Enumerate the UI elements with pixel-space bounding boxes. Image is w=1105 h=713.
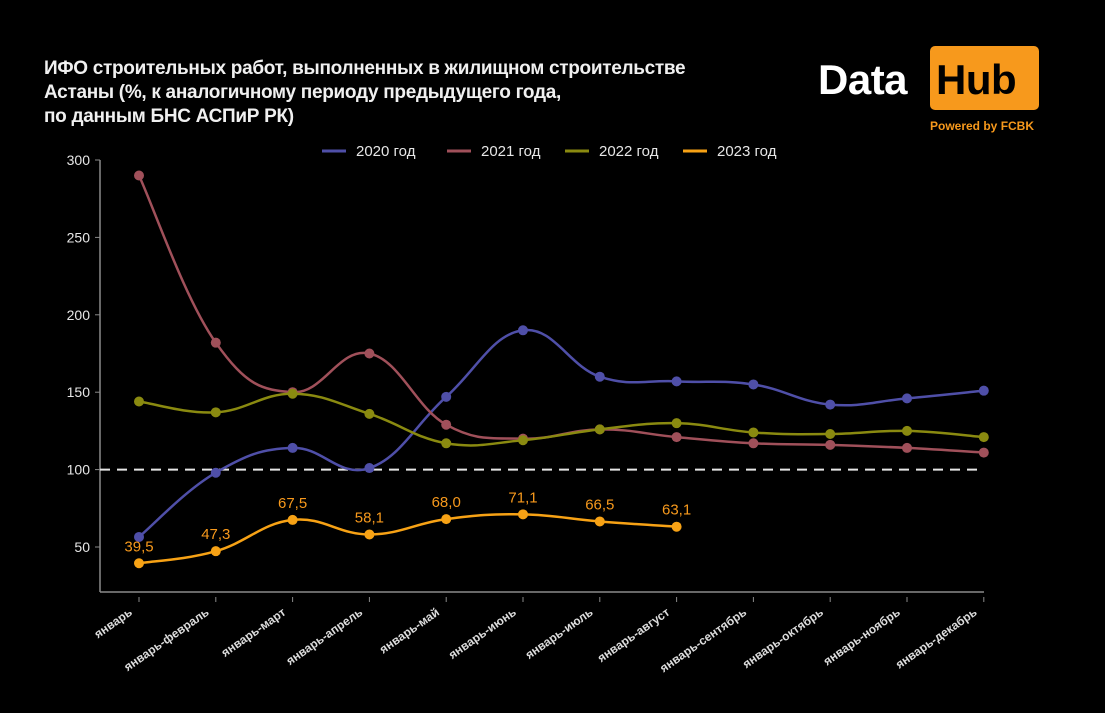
data-point (210, 546, 221, 557)
data-point (134, 396, 144, 407)
data-point (518, 325, 528, 336)
data-point (671, 418, 682, 429)
chart-title-line: ИФО строительных работ, выполненных в жи… (44, 58, 686, 79)
x-tick-label: январь-апрель (284, 605, 366, 668)
chart-title-line: по данным БНС АСПиР РК) (44, 106, 294, 127)
x-tick-label: январь-ноябрь (821, 605, 903, 668)
data-point (364, 348, 375, 359)
y-tick-label: 250 (67, 229, 91, 245)
logo-powered-by: Powered by FCBK (930, 119, 1035, 133)
y-tick-label: 300 (67, 152, 91, 168)
data-point (287, 388, 298, 399)
series-2020-год (134, 325, 989, 542)
data-point (978, 447, 989, 458)
x-tick-label: январь-февраль (121, 605, 211, 674)
series-line (138, 512, 677, 565)
data-label: 63,1 (662, 502, 691, 519)
data-point (671, 432, 682, 443)
series-group: 39,5 47,3 67,5 58,1 68,0 71,1 66,5 63,1 (124, 170, 989, 569)
data-point (518, 509, 528, 520)
data-point (594, 424, 605, 435)
x-tick-label: январь-декабрь (893, 605, 980, 671)
logo-box: Hub (930, 46, 1039, 110)
data-point (441, 514, 452, 525)
data-point (518, 435, 528, 446)
data-point (902, 442, 912, 453)
x-tick-label: январь-август (595, 605, 673, 665)
x-tick-label: январь-октябрь (740, 605, 826, 671)
data-point (902, 393, 912, 404)
data-point (825, 439, 836, 450)
data-label: 66,5 (585, 496, 614, 513)
series-line (138, 392, 984, 447)
data-point (287, 442, 298, 453)
data-point (978, 432, 989, 443)
data-label: 58,1 (355, 509, 384, 526)
data-point (671, 521, 682, 532)
data-label: 39,5 (124, 538, 153, 555)
series-line (137, 174, 984, 454)
data-point (978, 385, 989, 396)
x-tick-label: январь-июль (523, 605, 596, 662)
y-tick-label: 100 (67, 462, 91, 478)
data-point (902, 425, 912, 436)
y-tick-label: 50 (74, 539, 90, 555)
data-point (134, 558, 144, 569)
data-point (748, 438, 759, 449)
data-point (441, 419, 452, 430)
data-point (134, 170, 144, 181)
data-point (210, 407, 221, 418)
data-point (364, 463, 375, 474)
chart-title: ИФО строительных работ, выполненных в жи… (44, 57, 764, 129)
data-point (364, 408, 375, 419)
data-point (210, 467, 221, 478)
y-tick-label: 150 (67, 384, 91, 400)
data-point (594, 516, 605, 527)
datahub-logo: Data Hub Powered by FCBK (818, 46, 1048, 136)
data-point (364, 529, 375, 540)
data-point (441, 438, 452, 449)
legend-label: 2022 год (599, 143, 659, 160)
data-point (134, 531, 144, 542)
data-label: 68,0 (432, 494, 461, 511)
legend-label: 2021 год (481, 143, 541, 160)
data-label: 67,5 (278, 495, 307, 512)
chart-title-line: Астаны (%, к аналогичному периоду предыд… (44, 82, 561, 103)
data-point (671, 376, 682, 387)
logo-word-hub: Hub (936, 56, 1017, 103)
data-point (210, 337, 221, 348)
data-label: 71,1 (508, 489, 537, 506)
data-label: 47,3 (201, 526, 230, 543)
y-tick-label: 200 (67, 307, 91, 323)
data-point (287, 514, 298, 525)
data-point (748, 427, 759, 438)
data-point (748, 379, 759, 390)
x-tick-label: январь-июнь (446, 605, 519, 662)
legend-label: 2020 год (356, 143, 416, 160)
data-point (441, 391, 452, 402)
data-point (594, 371, 605, 382)
series-2021-год (134, 170, 989, 458)
legend-label: 2023 год (717, 143, 777, 160)
x-tick-label: январь-май (377, 605, 442, 656)
logo-word-data: Data (818, 56, 908, 103)
x-tick-label: январь-март (219, 605, 289, 660)
data-point (825, 399, 836, 410)
x-tick-label: январь (92, 605, 135, 641)
data-point (825, 428, 836, 439)
series-2023-год: 39,5 47,3 67,5 58,1 68,0 71,1 66,5 63,1 (124, 489, 691, 569)
series-2022-год (134, 388, 989, 449)
legend: 2020 год 2021 год 2022 год 2023 год (322, 143, 777, 160)
